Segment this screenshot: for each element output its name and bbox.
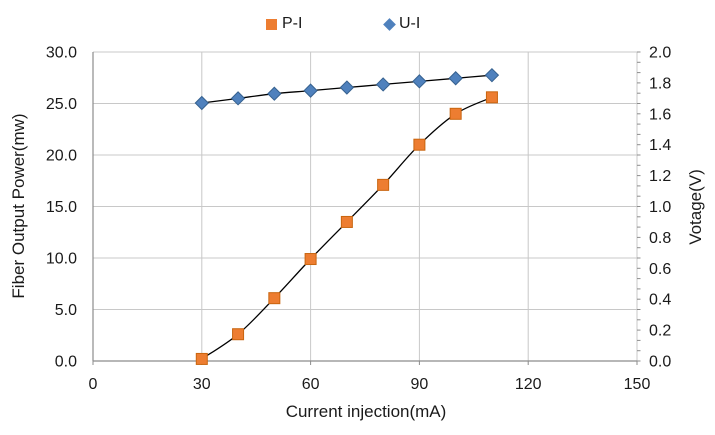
data-point-U-I bbox=[484, 67, 500, 83]
y-tick-label-right: 0.2 bbox=[649, 323, 671, 340]
y-tick-label-right: 0.8 bbox=[649, 230, 671, 247]
data-point-U-I bbox=[230, 91, 246, 106]
x-tick-label: 90 bbox=[411, 376, 429, 393]
x-tick-label: 0 bbox=[89, 376, 98, 393]
x-tick-label: 120 bbox=[515, 376, 542, 393]
data-point-U-I bbox=[412, 74, 427, 89]
data-point-P-I bbox=[413, 138, 426, 151]
data-point-U-I bbox=[448, 71, 463, 86]
y-tick-label-left: 20.0 bbox=[46, 148, 77, 165]
y-tick-label-right: 0.0 bbox=[649, 354, 671, 371]
data-point-U-I bbox=[339, 80, 355, 95]
y-tick-label-right: 2.0 bbox=[649, 45, 671, 62]
y-tick-label-left: 15.0 bbox=[46, 199, 77, 216]
legend-label-ui: U-I bbox=[399, 15, 421, 32]
y-tick-label-right: 0.4 bbox=[649, 292, 671, 309]
y-tick-label-right: 1.4 bbox=[649, 137, 671, 154]
y-tick-label-left: 10.0 bbox=[46, 251, 77, 268]
data-point-P-I bbox=[195, 352, 208, 365]
x-tick-label: 150 bbox=[624, 376, 651, 393]
y-tick-label-right: 1.8 bbox=[649, 75, 671, 92]
data-point-P-I bbox=[449, 107, 462, 120]
legend-item-pi: P-I bbox=[266, 16, 302, 32]
data-point-P-I bbox=[304, 253, 317, 266]
y-tick-label-right: 0.6 bbox=[649, 261, 671, 278]
data-point-U-I bbox=[375, 77, 391, 92]
data-point-P-I bbox=[268, 292, 281, 305]
data-point-P-I bbox=[232, 328, 245, 341]
y-tick-label-left: 5.0 bbox=[55, 302, 77, 319]
x-tick-label: 30 bbox=[193, 376, 211, 393]
data-point-U-I bbox=[194, 95, 210, 111]
x-tick-label: 60 bbox=[302, 376, 320, 393]
legend-label-pi: P-I bbox=[282, 15, 303, 32]
y-tick-label-right: 1.0 bbox=[649, 199, 671, 216]
data-point-P-I bbox=[485, 91, 498, 104]
pi-square-legend-icon bbox=[266, 18, 277, 30]
y-tick-label-left: 0.0 bbox=[55, 354, 77, 371]
legend-item-ui: U-I bbox=[383, 15, 421, 32]
data-point-U-I bbox=[303, 83, 318, 98]
y-tick-label-left: 30.0 bbox=[46, 45, 77, 62]
x-axis-title: Current injection(mA) bbox=[285, 402, 447, 421]
y-tick-label-right: 1.6 bbox=[649, 106, 671, 123]
y-tick-label-left: 25.0 bbox=[46, 96, 77, 113]
y-tick-label-right: 1.2 bbox=[649, 168, 671, 185]
data-point-P-I bbox=[377, 178, 390, 191]
series-line-P-I bbox=[201, 96, 493, 360]
data-point-U-I bbox=[267, 86, 282, 101]
data-point-P-I bbox=[340, 215, 353, 228]
